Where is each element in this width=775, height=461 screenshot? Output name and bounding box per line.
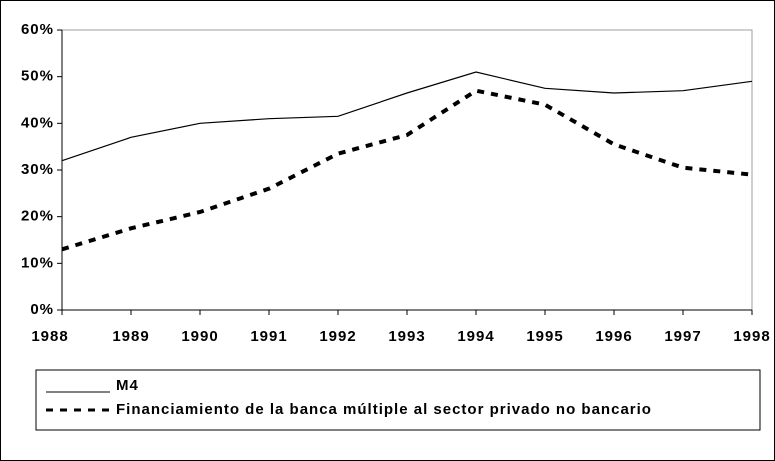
x-tick-label: 1995	[526, 328, 563, 345]
legend-label: M4	[116, 377, 139, 394]
y-tick-label: 50%	[21, 68, 54, 85]
x-tick-label: 1988	[31, 328, 68, 345]
series-line	[61, 88, 753, 252]
y-tick-label: 20%	[21, 208, 54, 225]
series-line	[61, 71, 753, 162]
y-tick-label: 0%	[30, 301, 54, 318]
x-tick-label: 1997	[664, 328, 701, 345]
x-tick-label: 1990	[181, 328, 218, 345]
y-tick-label: 10%	[21, 254, 54, 271]
x-tick-label: 1993	[388, 328, 425, 345]
x-tick-label: 1992	[319, 328, 356, 345]
x-tick-label: 1991	[250, 328, 287, 345]
y-tick-label: 30%	[21, 161, 54, 178]
legend-box	[35, 369, 761, 431]
x-tick-label: 1996	[595, 328, 632, 345]
x-tick-label: 1994	[457, 328, 494, 345]
x-tick-label: 1989	[112, 328, 149, 345]
legend-label: Financiamiento de la banca múltiple al s…	[116, 401, 652, 418]
x-tick-label: 1998	[733, 328, 770, 345]
y-tick-label: 40%	[21, 114, 54, 131]
y-tick-label: 60%	[21, 21, 54, 38]
